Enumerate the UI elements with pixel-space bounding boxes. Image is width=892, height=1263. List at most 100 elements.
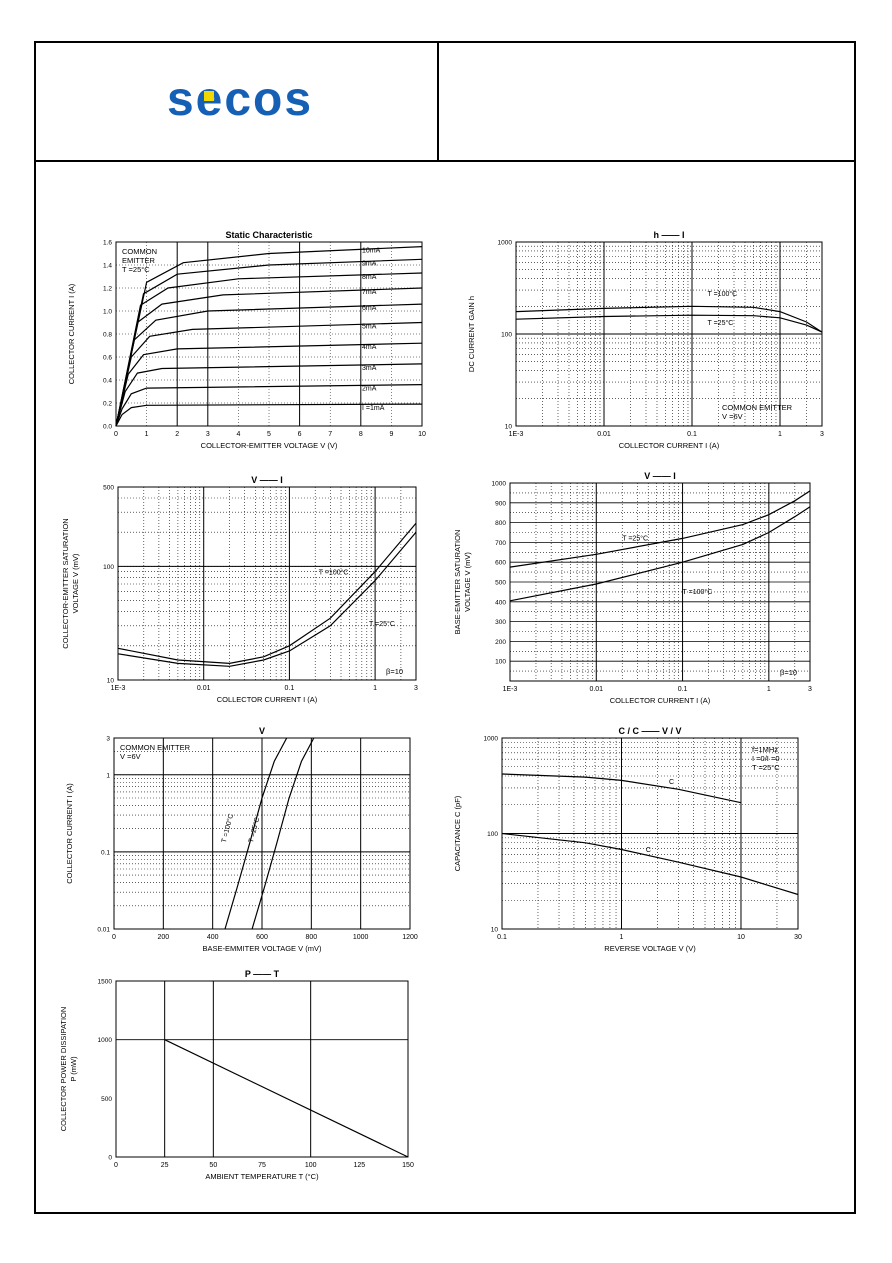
y-tick-label: 500: [103, 485, 114, 492]
y-tick-label: 0.8: [103, 332, 112, 339]
series-label: T =100°C: [220, 813, 235, 844]
x-tick-label: 0.1: [285, 685, 295, 692]
y-tick-label: 0.4: [103, 378, 112, 385]
chart-note: β=10: [780, 668, 797, 677]
y-tick-label: 1000: [498, 240, 513, 247]
series-line: [117, 522, 417, 665]
y-axis-label: CAPACITANCE C (pF): [453, 795, 462, 871]
y-tick-label: 10: [491, 927, 499, 934]
y-tick-label: 900: [495, 500, 506, 507]
series-label: 5mA: [362, 324, 377, 331]
x-tick-label: 0: [112, 934, 116, 941]
y-axis-label: VOLTAGE V (mV): [463, 552, 472, 612]
x-tick-label: 1E-3: [111, 685, 126, 692]
x-tick-label: 3: [808, 686, 812, 693]
y-tick-label: 200: [495, 639, 506, 646]
x-tick-label: 1: [373, 685, 377, 692]
x-tick-label: 0: [114, 431, 118, 438]
x-tick-label: 3: [206, 431, 210, 438]
x-tick-label: 0.1: [497, 934, 507, 941]
series-label: I =1mA: [362, 405, 385, 412]
series-label: 8mA: [362, 274, 377, 281]
x-tick-label: 30: [794, 934, 802, 941]
y-tick-label: 500: [101, 1096, 112, 1103]
series-label: T =25°C: [369, 620, 395, 628]
plot-frame: [115, 980, 409, 1158]
x-tick-label: 1E-3: [509, 431, 524, 438]
x-axis-label: COLLECTOR CURRENT I (A): [217, 695, 318, 704]
x-tick-label: 400: [207, 934, 219, 941]
series-label: T =25°C: [708, 319, 734, 327]
x-tick-label: 0.01: [589, 686, 603, 693]
chart-cap: 0.1 1 10 30 10 100 1000 C / C —— V / V REVERSE V…: [453, 726, 802, 953]
x-tick-label: 25: [161, 1162, 169, 1169]
x-tick-label: 1: [145, 431, 149, 438]
y-tick-label: 100: [501, 332, 512, 339]
chart-title: C / C —— V / V: [618, 726, 681, 736]
chart-note: COMMON EMITTER: [722, 403, 793, 412]
chart-note: f=1MHz: [752, 745, 778, 754]
chart-vbe: 0 200 400 600 800 1000 1200 0.01 0.1 1 3 V BASE-EMMI…: [65, 726, 418, 953]
y-tick-label: 0.2: [103, 401, 112, 408]
series-label: 9mA: [362, 260, 377, 267]
series-label: T =25°C: [622, 534, 648, 542]
chart-note: β=10: [386, 667, 403, 676]
y-tick-label: 1.2: [103, 286, 112, 293]
x-tick-label: 10: [418, 431, 426, 438]
y-axis-label: DC CURRENT GAIN h: [467, 296, 476, 372]
y-tick-label: 10: [505, 424, 513, 431]
chart-vbesat: 1E-3 0.01 0.1 1 3 100 200 300 400 500 600 700 800 900…: [453, 471, 812, 705]
series-line: [509, 490, 811, 568]
y-tick-label: 0.1: [101, 849, 110, 856]
x-tick-label: 1200: [402, 934, 418, 941]
y-tick-label: 100: [487, 831, 498, 838]
header-column-divider: [437, 41, 439, 162]
x-tick-label: 75: [258, 1162, 266, 1169]
chart-static: 0 1 2 3 4 5 6 7 8 9 10 0.0 0.2 0.4 0.6 0.8 1.0 1.2 1.4 1.6 S…: [67, 230, 426, 450]
series-line: [501, 832, 799, 896]
x-tick-label: 0.01: [597, 431, 611, 438]
x-tick-label: 125: [353, 1162, 365, 1169]
series-label: 6mA: [362, 305, 377, 312]
y-tick-label: 100: [103, 564, 114, 571]
y-tick-label: 0: [108, 1155, 112, 1162]
series-line: [115, 246, 423, 427]
y-tick-label: 0.01: [97, 927, 110, 934]
chart-note: V =6V: [120, 752, 141, 761]
logo-text: secos: [167, 75, 313, 125]
series-label: 4mA: [362, 344, 377, 351]
y-tick-label: 500: [495, 580, 506, 587]
x-axis-label: COLLECTOR-EMITTER VOLTAGE V (V): [201, 441, 338, 450]
chart-vcesat: 1E-3 0.01 0.1 1 3 10 100 500 V —— I COLLECTOR CUR…: [61, 475, 418, 704]
chart-legend: T =25°C: [122, 265, 150, 274]
x-tick-label: 0.01: [197, 685, 211, 692]
series-line: [115, 363, 423, 427]
y-axis-label: COLLECTOR CURRENT I (A): [65, 783, 74, 884]
chart-title: V: [259, 726, 265, 736]
plot-frame: [113, 737, 411, 930]
x-tick-label: 0.1: [678, 686, 688, 693]
x-tick-label: 10: [737, 934, 745, 941]
series-line: [509, 506, 811, 602]
x-tick-label: 9: [389, 431, 393, 438]
y-tick-label: 100: [495, 659, 506, 666]
series-label: 3mA: [362, 365, 377, 372]
chart-note: V =6V: [722, 412, 743, 421]
x-tick-label: 5: [267, 431, 271, 438]
y-axis-label: COLLECTOR-EMITTER SATURATION: [61, 518, 70, 648]
y-tick-label: 400: [495, 599, 506, 606]
chart-legend: COMMON: [122, 247, 157, 256]
y-tick-label: 1.4: [103, 263, 112, 270]
series-line: [115, 403, 423, 427]
y-tick-label: 1000: [492, 481, 507, 488]
header-divider: [34, 160, 856, 162]
x-tick-label: 1E-3: [503, 686, 518, 693]
series-line: [115, 384, 423, 427]
series-label: T =25°C: [247, 817, 261, 844]
x-axis-label: BASE-EMMITER VOLTAGE V (mV): [203, 944, 322, 953]
x-tick-label: 0: [114, 1162, 118, 1169]
y-axis-label: COLLECTOR POWER DISSIPATION: [59, 1007, 68, 1132]
series-line: [164, 1039, 409, 1158]
